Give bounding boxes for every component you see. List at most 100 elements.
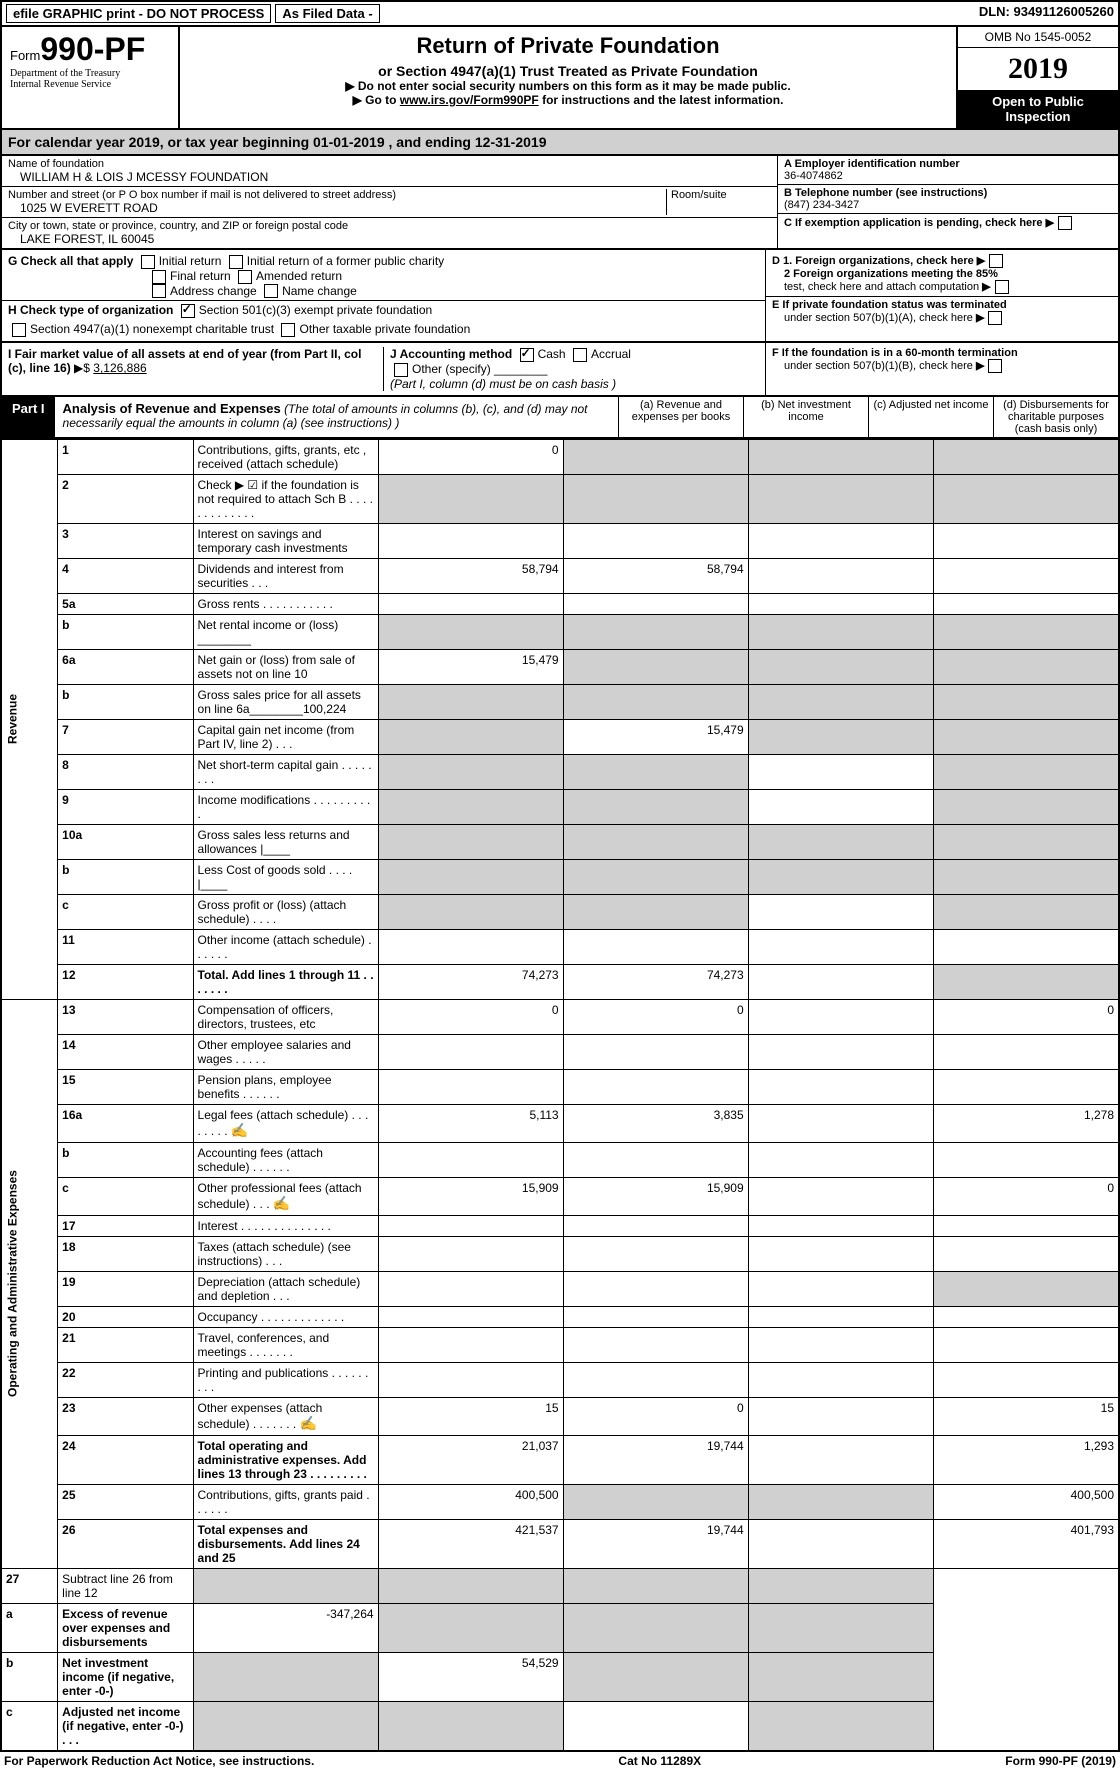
value-cell xyxy=(563,1142,748,1177)
value-cell xyxy=(748,1603,933,1652)
value-cell xyxy=(748,999,933,1034)
line-desc: Total expenses and disbursements. Add li… xyxy=(193,1519,378,1568)
85pct-checkbox[interactable] xyxy=(995,280,1009,294)
value-cell xyxy=(748,1177,933,1215)
col-b-head: (b) Net investment income xyxy=(743,397,868,437)
attachment-icon: ✍ xyxy=(300,1415,317,1431)
line-number: 22 xyxy=(58,1362,193,1397)
foreign-org-checkbox[interactable] xyxy=(989,254,1003,268)
value-cell xyxy=(933,719,1119,754)
value-cell xyxy=(933,1069,1119,1104)
table-row: cOther professional fees (attach schedul… xyxy=(1,1177,1119,1215)
j-other: Other (specify) xyxy=(412,362,491,376)
line-number: c xyxy=(58,1177,193,1215)
value-cell xyxy=(563,894,748,929)
name-change-checkbox[interactable] xyxy=(264,284,278,298)
table-row: 24Total operating and administrative exp… xyxy=(1,1435,1119,1484)
line-desc: Compensation of officers, directors, tru… xyxy=(193,999,378,1034)
main-title: Return of Private Foundation xyxy=(190,33,946,59)
value-cell xyxy=(378,754,563,789)
4947a1-checkbox[interactable] xyxy=(12,323,26,337)
exemption-checkbox[interactable] xyxy=(1058,216,1072,230)
table-row: 17Interest . . . . . . . . . . . . . . xyxy=(1,1215,1119,1236)
table-row: 16aLegal fees (attach schedule) . . . . … xyxy=(1,1104,1119,1142)
line-number: 1 xyxy=(58,439,193,474)
value-cell: 15,909 xyxy=(378,1177,563,1215)
value-cell: 400,500 xyxy=(378,1484,563,1519)
value-cell: 0 xyxy=(378,439,563,474)
value-cell xyxy=(378,1603,563,1652)
501c3-checkbox[interactable] xyxy=(181,304,195,318)
g-o4: Amended return xyxy=(256,269,342,283)
line-desc: Interest . . . . . . . . . . . . . . xyxy=(193,1215,378,1236)
j-cash: Cash xyxy=(538,347,566,361)
right-boxes: OMB No 1545-0052 2019 Open to Public Ins… xyxy=(956,27,1118,128)
value-cell xyxy=(378,1069,563,1104)
line-number: 21 xyxy=(58,1327,193,1362)
form-ref: Form 990-PF (2019) xyxy=(1005,1754,1116,1768)
value-cell: 58,794 xyxy=(378,558,563,593)
value-cell xyxy=(748,859,933,894)
table-row: cAdjusted net income (if negative, enter… xyxy=(1,1701,1119,1751)
value-cell xyxy=(378,1327,563,1362)
cash-checkbox[interactable] xyxy=(520,348,534,362)
line-number: 15 xyxy=(58,1069,193,1104)
irs-link[interactable]: www.irs.gov/Form990PF xyxy=(400,93,539,107)
j-note: (Part I, column (d) must be on cash basi… xyxy=(390,377,616,391)
j-accrual: Accrual xyxy=(591,347,631,361)
info-grid: Name of foundation WILLIAM H & LOIS J MC… xyxy=(0,156,1120,250)
i-label: I Fair market value of all assets at end… xyxy=(8,347,361,375)
initial-return-checkbox[interactable] xyxy=(141,255,155,269)
value-cell: 0 xyxy=(378,999,563,1034)
value-cell xyxy=(563,523,748,558)
table-row: bGross sales price for all assets on lin… xyxy=(1,684,1119,719)
value-cell xyxy=(563,859,748,894)
value-cell xyxy=(378,1362,563,1397)
value-cell: 421,537 xyxy=(378,1519,563,1568)
value-cell xyxy=(933,523,1119,558)
table-row: 7Capital gain net income (from Part IV, … xyxy=(1,719,1119,754)
507b1b-checkbox[interactable] xyxy=(988,359,1002,373)
line-desc: Other expenses (attach schedule) . . . .… xyxy=(193,1397,378,1435)
final-return-checkbox[interactable] xyxy=(152,270,166,284)
value-cell xyxy=(378,1568,563,1603)
table-row: 27Subtract line 26 from line 12 xyxy=(1,1568,1119,1603)
paperwork-notice: For Paperwork Reduction Act Notice, see … xyxy=(4,1754,314,1768)
other-method-checkbox[interactable] xyxy=(394,363,408,377)
value-cell xyxy=(933,1306,1119,1327)
instr-2a: ▶ Go to xyxy=(353,93,400,107)
former-public-checkbox[interactable] xyxy=(229,255,243,269)
cat-no: Cat No 11289X xyxy=(618,1754,701,1768)
value-cell: -347,264 xyxy=(193,1603,378,1652)
line-number: 10a xyxy=(58,824,193,859)
507b1a-checkbox[interactable] xyxy=(988,311,1002,325)
line-number: a xyxy=(1,1603,58,1652)
value-cell xyxy=(748,558,933,593)
line-number: 25 xyxy=(58,1484,193,1519)
part1-label: Part I xyxy=(2,397,55,437)
value-cell xyxy=(748,894,933,929)
table-row: 20Occupancy . . . . . . . . . . . . . xyxy=(1,1306,1119,1327)
col-a-head: (a) Revenue and expenses per books xyxy=(618,397,743,437)
line-desc: Other income (attach schedule) . . . . .… xyxy=(193,929,378,964)
line-desc: Printing and publications . . . . . . . … xyxy=(193,1362,378,1397)
line-number: b xyxy=(58,614,193,649)
table-row: 19Depreciation (attach schedule) and dep… xyxy=(1,1271,1119,1306)
line-desc: Total operating and administrative expen… xyxy=(193,1435,378,1484)
accrual-checkbox[interactable] xyxy=(573,348,587,362)
form-header: Form990-PF Department of the Treasury In… xyxy=(0,27,1120,130)
other-taxable-checkbox[interactable] xyxy=(281,323,295,337)
line-desc: Dividends and interest from securities .… xyxy=(193,558,378,593)
table-row: 6aNet gain or (loss) from sale of assets… xyxy=(1,649,1119,684)
table-row: 2Check ▶ ☑ if the foundation is not requ… xyxy=(1,474,1119,523)
h-o2: Section 4947(a)(1) nonexempt charitable … xyxy=(30,322,274,336)
instr-1: ▶ Do not enter social security numbers o… xyxy=(190,79,946,93)
line-desc: Gross profit or (loss) (attach schedule)… xyxy=(193,894,378,929)
address-change-checkbox[interactable] xyxy=(152,284,166,298)
value-cell: 19,744 xyxy=(563,1435,748,1484)
cal-prefix: For calendar year 2019, or tax year begi… xyxy=(8,134,313,150)
amended-return-checkbox[interactable] xyxy=(238,270,252,284)
subtitle: or Section 4947(a)(1) Trust Treated as P… xyxy=(190,63,946,79)
footer: For Paperwork Reduction Act Notice, see … xyxy=(0,1752,1120,1770)
value-cell xyxy=(748,1271,933,1306)
